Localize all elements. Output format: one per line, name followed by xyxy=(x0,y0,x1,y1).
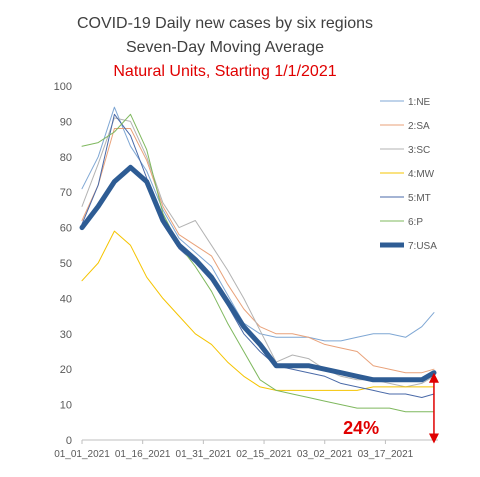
chart-subtitle: Seven-Day Moving Average xyxy=(126,39,324,56)
arrow-head-up xyxy=(428,372,439,383)
x-tick-label: 03_17_2021 xyxy=(358,449,414,460)
legend-label: 6:P xyxy=(408,217,423,228)
chart-subtitle-units: Natural Units, Starting 1/1/2021 xyxy=(113,63,336,80)
legend: 1:NE 2:SA 3:SC 4:MW 5:MT 6:P 7:USA xyxy=(380,97,437,252)
legend-label: 5:MT xyxy=(408,193,431,204)
y-tick-label: 60 xyxy=(60,223,72,235)
x-tick-label: 03_02_2021 xyxy=(297,449,353,460)
y-tick-label: 100 xyxy=(54,81,72,93)
series-line-5mt xyxy=(81,113,435,398)
y-tick-label: 40 xyxy=(60,293,72,305)
legend-label: 7:USA xyxy=(408,241,437,252)
legend-label: 4:MW xyxy=(408,169,435,180)
y-tick-label: 0 xyxy=(66,435,72,447)
series-line-6p xyxy=(81,113,435,413)
y-tick-label: 90 xyxy=(60,116,72,128)
series-line-4mw xyxy=(81,230,435,391)
x-tick-label: 01_01_2021 xyxy=(54,449,110,460)
series-layer xyxy=(79,106,437,413)
y-tick-label: 50 xyxy=(60,258,72,270)
y-tick-label: 10 xyxy=(60,400,72,412)
x-tick-label: 01_31_2021 xyxy=(176,449,232,460)
x-tick-label: 02_15_2021 xyxy=(236,449,292,460)
y-tick-label: 20 xyxy=(60,364,72,376)
y-tick-label: 30 xyxy=(60,329,72,341)
chart-title: COVID-19 Daily new cases by six regions xyxy=(77,15,373,32)
annotations: 24% xyxy=(343,372,439,444)
legend-label: 3:SC xyxy=(408,145,430,156)
legend-label: 2:SA xyxy=(408,121,430,132)
series-line-7usa xyxy=(79,164,437,383)
series-line-3sc xyxy=(81,117,435,388)
legend-label: 1:NE xyxy=(408,97,431,108)
series-line-2sa xyxy=(81,128,435,374)
series-line-1ne xyxy=(81,106,435,342)
x-tick-label: 01_16_2021 xyxy=(115,449,171,460)
annotation-percent: 24% xyxy=(343,418,379,438)
arrow-head-down xyxy=(428,433,439,444)
y-tick-label: 80 xyxy=(60,152,72,164)
axes: 0 10 20 30 40 50 60 70 80 90 100 01_01_2021 01_16_20… xyxy=(54,81,438,460)
y-tick-label: 70 xyxy=(60,187,72,199)
